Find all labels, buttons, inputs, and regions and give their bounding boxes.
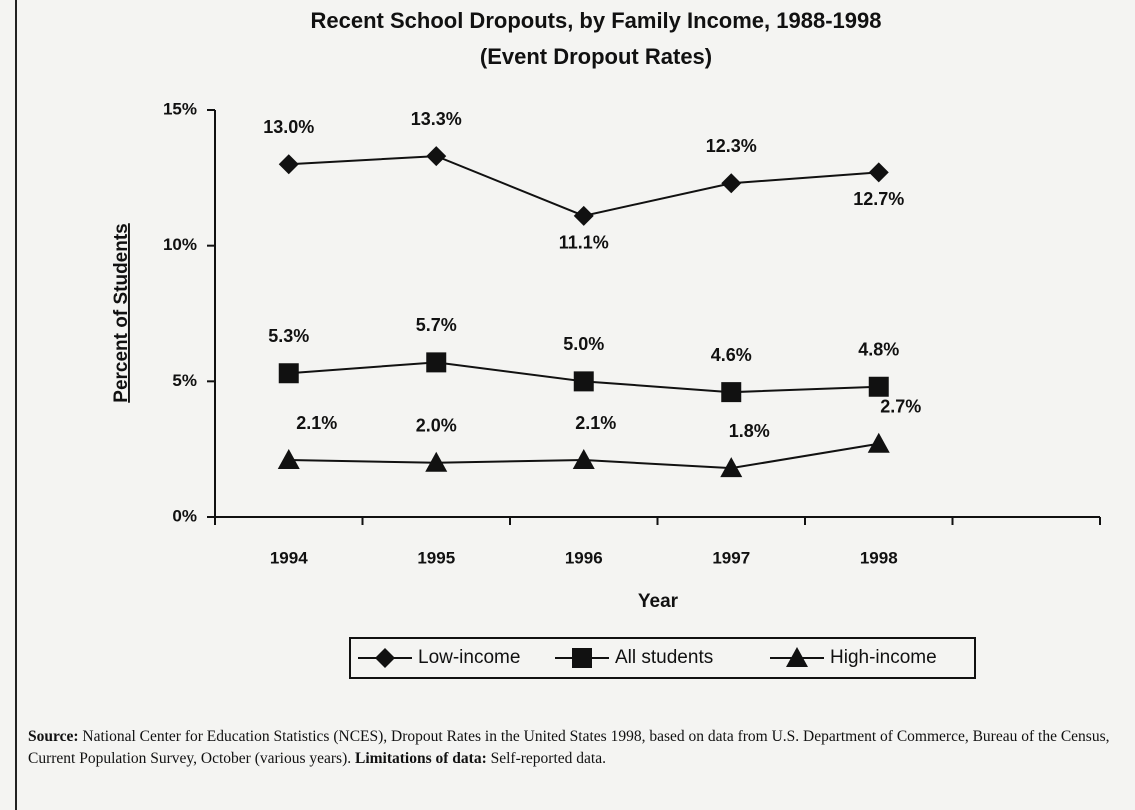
- data-point: [720, 457, 743, 478]
- data-point: [572, 449, 595, 470]
- data-point: [426, 352, 447, 373]
- source-text: National Center for Education Statistics…: [28, 728, 1110, 767]
- data-point: [721, 173, 742, 194]
- data-point: [277, 449, 300, 470]
- data-point: [425, 451, 448, 472]
- limitations-text: Self-reported data.: [490, 750, 606, 767]
- data-label: 13.0%: [263, 117, 314, 137]
- data-label: 12.7%: [853, 189, 904, 209]
- data-label: 11.1%: [559, 233, 609, 253]
- y-tick-label: 0%: [172, 506, 197, 525]
- legend-marker: [786, 647, 808, 667]
- data-label: 5.0%: [563, 334, 604, 354]
- data-point: [867, 432, 890, 453]
- x-tick-label: 1996: [565, 548, 603, 567]
- legend-label: Low-income: [418, 647, 520, 668]
- data-label: 4.6%: [711, 345, 752, 365]
- x-tick-label: 1997: [712, 548, 750, 567]
- x-axis-label: Year: [638, 591, 679, 612]
- data-point: [278, 154, 299, 175]
- data-label: 2.1%: [296, 413, 337, 433]
- data-label: 4.8%: [858, 340, 899, 360]
- data-point: [868, 376, 889, 397]
- y-tick-label: 15%: [163, 99, 197, 118]
- data-label: 2.1%: [575, 413, 616, 433]
- data-label: 12.3%: [706, 136, 757, 156]
- chart-title: Recent School Dropouts, by Family Income…: [311, 8, 882, 33]
- data-label: 5.3%: [268, 326, 309, 346]
- data-point: [573, 205, 594, 226]
- data-point: [278, 363, 299, 384]
- data-label: 5.7%: [416, 315, 457, 335]
- data-point: [426, 146, 447, 167]
- data-point: [721, 382, 742, 403]
- x-tick-label: 1998: [860, 548, 898, 567]
- y-tick-label: 5%: [172, 371, 197, 390]
- data-point: [573, 371, 594, 392]
- legend-label: High-income: [830, 647, 937, 668]
- legend-label: All students: [615, 647, 713, 668]
- data-label: 1.8%: [729, 421, 770, 441]
- data-point: [868, 162, 889, 183]
- data-label: 2.7%: [880, 396, 921, 416]
- source-label: Source:: [28, 728, 79, 745]
- legend-marker: [572, 648, 592, 668]
- data-label: 13.3%: [411, 109, 462, 129]
- legend-marker: [375, 648, 395, 668]
- legend-box: [349, 637, 976, 679]
- y-tick-label: 10%: [163, 235, 197, 254]
- y-axis-label: Percent of Students: [111, 223, 132, 402]
- chart-subtitle: (Event Dropout Rates): [480, 44, 712, 69]
- data-label: 2.0%: [416, 415, 457, 435]
- x-tick-label: 1994: [270, 548, 308, 567]
- limitations-label: Limitations of data:: [355, 750, 487, 767]
- source-note: Source: National Center for Education St…: [28, 726, 1118, 770]
- x-tick-label: 1995: [417, 548, 455, 567]
